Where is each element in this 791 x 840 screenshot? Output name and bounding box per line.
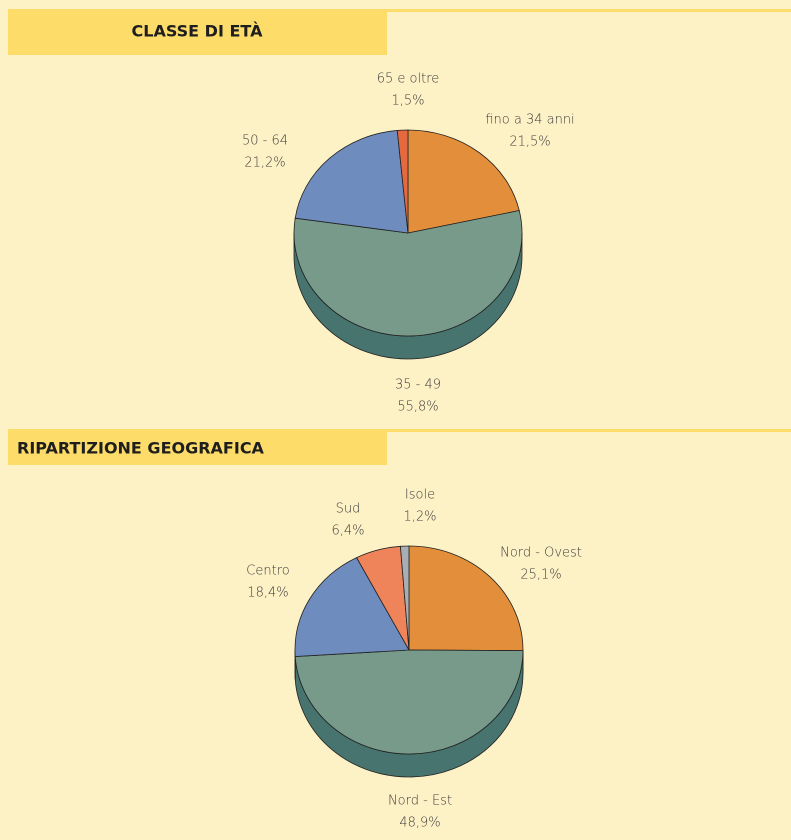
slice-label: 35 - 49 <box>395 378 441 393</box>
slice <box>408 545 524 652</box>
header-tab <box>8 9 387 55</box>
slice <box>396 129 409 234</box>
slice-label: 65 e oltre <box>377 72 440 87</box>
slice <box>407 129 520 234</box>
slice-label: 50 - 64 <box>242 134 288 149</box>
slice-value: 21,5% <box>509 135 550 150</box>
slice-value: 1,2% <box>403 510 436 525</box>
header-tab <box>8 429 387 465</box>
slice <box>293 210 523 337</box>
slice <box>294 649 524 755</box>
slice-value: 6,4% <box>331 524 364 539</box>
slice-value: 48,9% <box>399 816 440 831</box>
slice <box>294 130 409 234</box>
slice-label: Nord - Est <box>388 794 452 809</box>
slice-value: 21,2% <box>244 156 285 171</box>
slice-label: Isole <box>405 488 435 503</box>
slice-value: 18,4% <box>247 586 288 601</box>
slice-value: 25,1% <box>520 568 561 583</box>
section-title: RIPARTIZIONE GEOGRAFICA <box>17 439 265 458</box>
slice-label: fino a 34 anni <box>485 113 574 128</box>
slice-label: Sud <box>336 502 361 517</box>
slice-value: 55,8% <box>397 400 438 415</box>
slice-label: Nord - Ovest <box>500 546 582 561</box>
slice-label: Centro <box>246 564 289 579</box>
header-line <box>8 9 791 12</box>
slice <box>294 557 410 657</box>
header-line <box>8 429 791 432</box>
section-title: CLASSE DI ETÀ <box>132 22 264 41</box>
slice-value: 1,5% <box>391 94 424 109</box>
slice <box>399 545 410 651</box>
